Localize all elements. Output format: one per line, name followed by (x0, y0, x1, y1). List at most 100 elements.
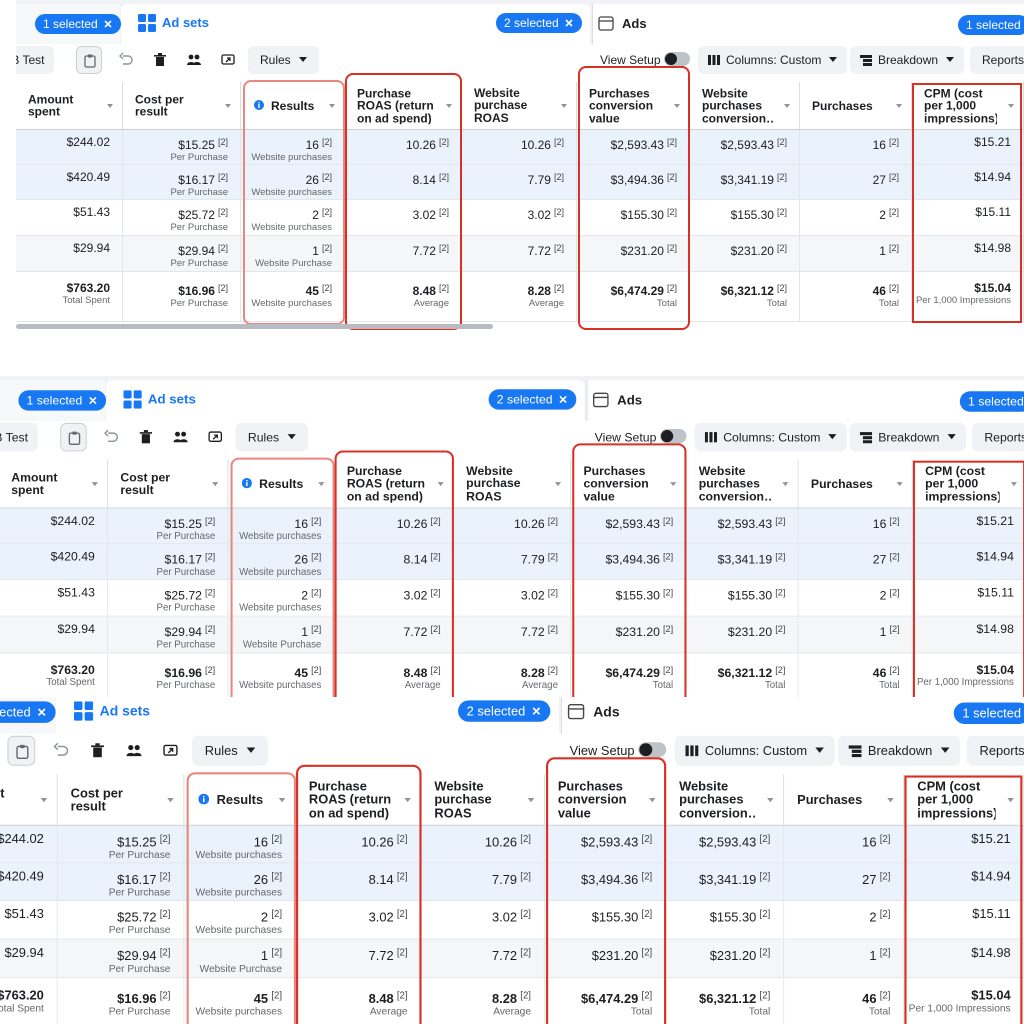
undo-button[interactable] (113, 46, 139, 74)
footnote-ref[interactable]: [2] (547, 623, 558, 635)
footnote-ref[interactable]: [2] (547, 551, 558, 562)
column-header[interactable]: CPM (cost per 1,000 impressions) (904, 774, 1024, 826)
reports-button[interactable]: Reports (972, 422, 1024, 452)
footnote-ref[interactable]: [2] (759, 947, 771, 958)
ad-sets-label[interactable]: Ad sets (147, 391, 196, 407)
ads-label[interactable]: Ads (617, 392, 643, 408)
footnote-ref[interactable]: [2] (217, 243, 228, 253)
footnote-ref[interactable]: [2] (217, 137, 228, 147)
columns-button[interactable]: Columns: Custom (674, 735, 836, 766)
footnote-ref[interactable]: [2] (321, 207, 332, 217)
footnote-ref[interactable]: [2] (396, 908, 408, 920)
column-header[interactable]: Purchases (798, 459, 913, 509)
ad-sets-label[interactable]: Ad sets (162, 15, 209, 30)
footnote-ref[interactable]: [2] (438, 243, 449, 253)
column-header[interactable]: Amount spent (0, 459, 109, 509)
rules-button[interactable]: Rules (235, 422, 308, 452)
column-header[interactable]: Purchases conversion value (544, 774, 667, 826)
rules-button[interactable]: Rules (248, 46, 319, 74)
footnote-ref[interactable]: [2] (430, 664, 441, 675)
footnote-ref[interactable]: [2] (663, 515, 674, 526)
footnote-ref[interactable]: [2] (776, 137, 787, 147)
footnote-ref[interactable]: [2] (553, 207, 564, 217)
column-header[interactable]: Website purchase ROAS (return on ad… (462, 82, 577, 130)
selected-pill[interactable]: 2 selected (496, 13, 582, 33)
footnote-ref[interactable]: [2] (547, 664, 558, 675)
breakdown-button[interactable]: Breakdown (849, 422, 967, 452)
column-header[interactable]: Results (184, 774, 297, 826)
footnote-ref[interactable]: [2] (205, 587, 216, 598)
footnote-ref[interactable]: [2] (666, 283, 677, 293)
column-header[interactable]: Cost per result (108, 459, 229, 509)
footnote-ref[interactable]: [2] (888, 172, 899, 182)
selected-pill[interactable]: 1 selected (0, 701, 56, 723)
footnote-ref[interactable]: [2] (217, 283, 228, 293)
footnote-ref[interactable]: [2] (321, 283, 332, 293)
ab-test-button[interactable]: A/B Test (0, 422, 39, 452)
footnote-ref[interactable]: [2] (759, 908, 771, 920)
view-setup-toggle[interactable] (664, 52, 690, 66)
column-header[interactable]: Cost per result (123, 82, 241, 130)
footnote-ref[interactable]: [2] (311, 587, 322, 598)
footnote-ref[interactable]: [2] (776, 283, 787, 293)
footnote-ref[interactable]: [2] (321, 172, 332, 182)
delete-button[interactable] (147, 46, 173, 74)
footnote-ref[interactable]: [2] (888, 243, 899, 253)
footnote-ref[interactable]: [2] (889, 515, 900, 526)
footnote-ref[interactable]: [2] (775, 551, 786, 562)
footnote-ref[interactable]: [2] (205, 664, 216, 675)
footnote-ref[interactable]: [2] (759, 870, 771, 882)
footnote-ref[interactable]: [2] (553, 172, 564, 182)
footnote-ref[interactable]: [2] (879, 947, 891, 958)
footnote-ref[interactable]: [2] (311, 551, 322, 562)
footnote-ref[interactable]: [2] (430, 551, 441, 562)
footnote-ref[interactable]: [2] (205, 551, 216, 562)
ab-test-button[interactable]: A/B Test (16, 46, 55, 74)
footnote-ref[interactable]: [2] (666, 172, 677, 182)
undo-button[interactable] (47, 736, 75, 766)
breakdown-button[interactable]: Breakdown (850, 46, 965, 74)
delete-button[interactable] (133, 423, 160, 452)
footnote-ref[interactable]: [2] (641, 947, 653, 958)
footnote-ref[interactable]: [2] (889, 664, 900, 675)
column-header[interactable]: Website purchases conversion… (686, 459, 799, 509)
column-header[interactable]: Purchase ROAS (return on ad spend) (345, 82, 462, 130)
column-header[interactable]: Results (228, 459, 335, 509)
footnote-ref[interactable]: [2] (888, 137, 899, 147)
view-setup-toggle[interactable] (659, 429, 687, 444)
footnote-ref[interactable]: [2] (775, 587, 786, 598)
ads-label[interactable]: Ads (622, 16, 647, 31)
column-header[interactable]: Purchases (784, 774, 905, 826)
footnote-ref[interactable]: [2] (271, 870, 283, 882)
footnote-ref[interactable]: [2] (879, 990, 891, 1001)
column-header[interactable]: CPM (cost per 1,000 impressions) (912, 82, 1024, 130)
footnote-ref[interactable]: [2] (888, 207, 899, 217)
column-header[interactable]: Amount spent (16, 82, 123, 130)
footnote-ref[interactable]: [2] (776, 243, 787, 253)
footnote-ref[interactable]: [2] (889, 551, 900, 562)
footnote-ref[interactable]: [2] (271, 990, 283, 1001)
footnote-ref[interactable]: [2] (438, 172, 449, 182)
footnote-ref[interactable]: [2] (438, 137, 449, 147)
horizontal-scrollbar[interactable] (16, 324, 493, 329)
footnote-ref[interactable]: [2] (759, 833, 771, 845)
footnote-ref[interactable]: [2] (159, 833, 171, 845)
share-button[interactable] (215, 46, 241, 74)
selected-pill[interactable]: 2 selected (488, 389, 577, 410)
footnote-ref[interactable]: [2] (159, 947, 171, 958)
columns-button[interactable]: Columns: Custom (694, 422, 848, 452)
selected-pill[interactable]: 1 selected (958, 15, 1024, 35)
column-header[interactable]: Purchases conversion value (577, 82, 690, 130)
footnote-ref[interactable]: [2] (205, 515, 216, 526)
view-setup-label[interactable]: View Setup (569, 743, 635, 759)
footnote-ref[interactable]: [2] (520, 870, 532, 882)
footnote-ref[interactable]: [2] (776, 172, 787, 182)
duplicate-button[interactable] (60, 422, 87, 452)
undo-button[interactable] (98, 423, 125, 452)
footnote-ref[interactable]: [2] (217, 172, 228, 182)
reports-button[interactable]: Reports (970, 46, 1024, 74)
footnote-ref[interactable]: [2] (205, 623, 216, 635)
footnote-ref[interactable]: [2] (520, 947, 532, 958)
column-header[interactable]: Website purchases conversion… (666, 774, 785, 826)
footnote-ref[interactable]: [2] (520, 833, 532, 845)
